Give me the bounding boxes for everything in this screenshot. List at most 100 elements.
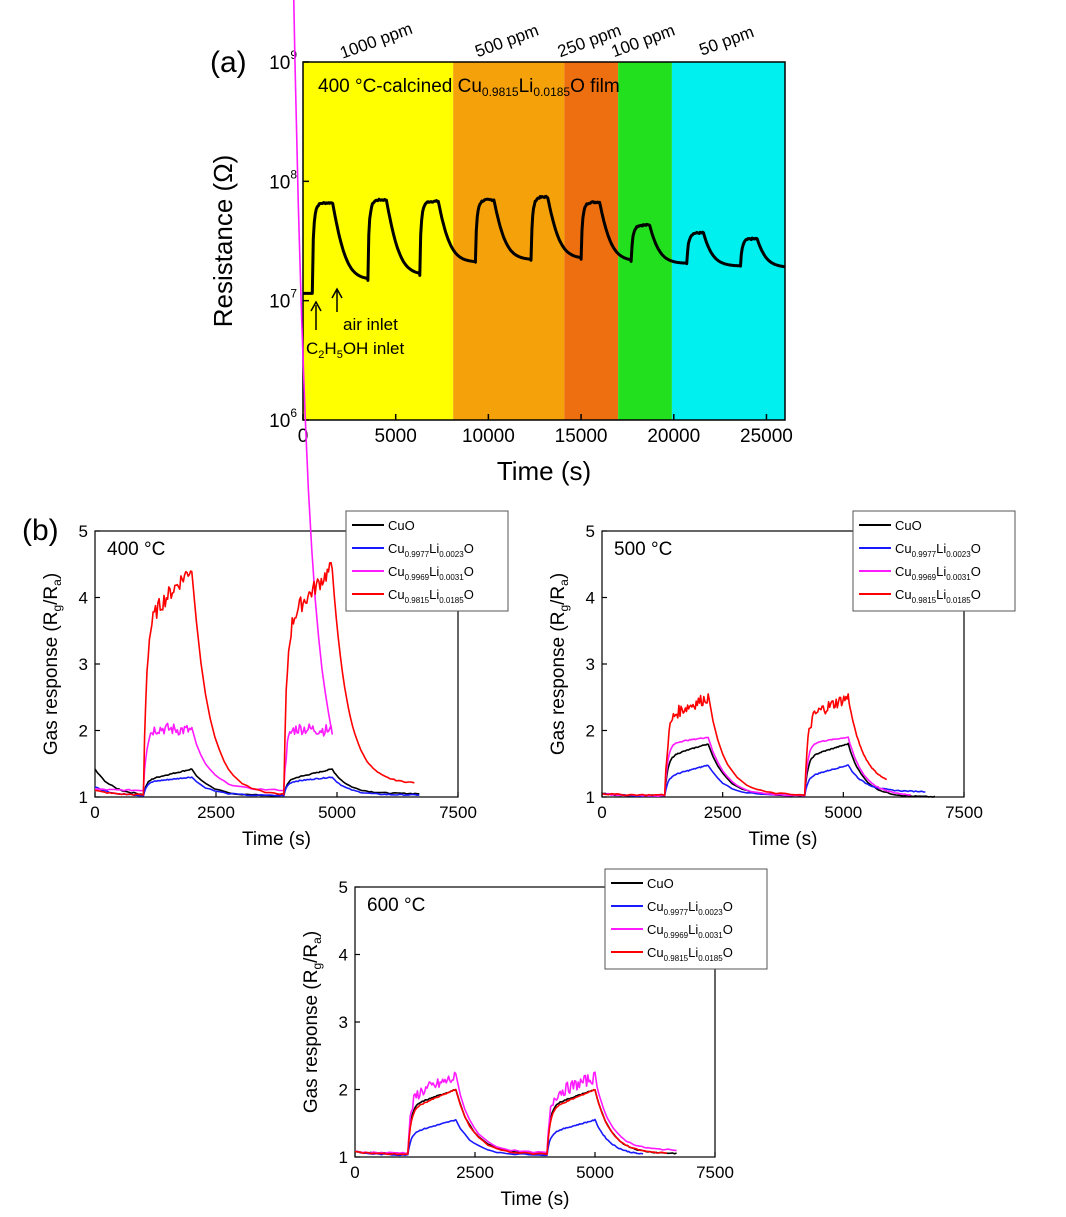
text-part: O (723, 945, 733, 960)
text-part: Cu (647, 899, 664, 914)
arrow-head (310, 300, 322, 312)
y-axis-label: Gas response (Rg/Ra) (301, 931, 324, 1113)
subscript: 0.9815 (912, 596, 937, 605)
subscript: 0.0023 (439, 550, 464, 559)
text-part: O (971, 587, 981, 602)
text-part: Li (519, 76, 534, 97)
text-part: Li (936, 587, 946, 602)
y-tick-label: 109 (269, 48, 297, 74)
subscript: g (50, 605, 64, 612)
concentration-region (303, 62, 454, 420)
text-part: H (324, 339, 336, 358)
legend-label: Cu0.9977Li0.0023O (647, 899, 733, 917)
concentration-region (618, 62, 672, 420)
y-tick-label: 4 (586, 589, 595, 608)
temperature-label: 500 °C (614, 539, 672, 560)
legend-label: Cu0.9977Li0.0023O (388, 541, 474, 559)
text-part: O (723, 922, 733, 937)
subscript: air inlet (343, 315, 398, 334)
y-tick-label: 1 (586, 788, 595, 807)
chart-b600: 0 2500 5000 7500 1 2 3 4 5 Time (s) Gas response (… (301, 868, 768, 1210)
tick-exponent: 8 (290, 167, 297, 181)
x-tick-label: 2500 (456, 1163, 494, 1182)
text-part: ) (548, 573, 569, 579)
subscript: 0.0031 (439, 573, 464, 582)
legend-label: Cu0.9815Li0.0185O (388, 587, 474, 605)
region-label: 500 ppm (473, 21, 542, 61)
subscript: 0.9977 (405, 550, 430, 559)
y-tick-label: 107 (269, 287, 297, 313)
tick-base: 10 (269, 411, 290, 432)
text-part: Cu (388, 541, 405, 556)
text-part: Li (429, 587, 439, 602)
text-part: Cu (388, 564, 405, 579)
concentration-region (671, 62, 785, 420)
x-tick-label: 7500 (945, 803, 983, 822)
y-tick-label: 2 (339, 1081, 348, 1100)
legend-label: Cu0.9815Li0.0185O (647, 945, 733, 963)
x-tick-label: 5000 (375, 426, 417, 447)
tick-exponent: 7 (290, 287, 297, 301)
y-tick-label: 3 (79, 655, 88, 674)
text-part: /R (548, 586, 569, 605)
subscript: 0.0185 (439, 596, 464, 605)
y-tick-label: 4 (339, 946, 348, 965)
text-part: Gas response (R (301, 970, 322, 1114)
region-label: 1000 ppm (337, 19, 415, 63)
text-part: Li (936, 564, 946, 579)
text-part: C (306, 339, 318, 358)
text-part: ) (301, 931, 322, 937)
subscript: 0.0023 (698, 908, 723, 917)
x-tick-label: 2500 (197, 803, 235, 822)
text-part: O (464, 587, 474, 602)
legend-label: Cu0.9815Li0.0185O (895, 587, 981, 605)
text-part: O (971, 541, 981, 556)
text-part: Gas response (R (548, 612, 569, 756)
subscript: 0.9815 (482, 85, 519, 99)
subscript: 0.9969 (405, 573, 430, 582)
x-tick-label: 0 (90, 803, 99, 822)
x-axis-label: Time (s) (749, 829, 818, 850)
subscript: 0.9977 (912, 550, 937, 559)
ethanol-inlet-label: C2H5OH inlet (306, 339, 404, 361)
y-tick-label: 4 (79, 589, 88, 608)
subscript: 0.9815 (405, 596, 430, 605)
text-part: OH inlet (343, 339, 405, 358)
plot-frame (302, 61, 786, 421)
temperature-label: 400 °C (107, 539, 165, 560)
series-line (354, 1118, 644, 1157)
text-part: Li (936, 541, 946, 556)
x-tick-label: 25000 (740, 426, 793, 447)
y-tick-label: 2 (586, 722, 595, 741)
text-part: O (464, 564, 474, 579)
tick-base: 10 (269, 172, 290, 193)
text-part: /R (301, 944, 322, 963)
subscript: 0.9969 (912, 573, 937, 582)
chart-b400: 0 2500 5000 7500 1 2 3 4 5 Time (s) Gas response (… (41, 0, 509, 850)
resistance-curve (303, 194, 786, 295)
text-part: O (723, 899, 733, 914)
y-tick-label: 5 (339, 878, 348, 897)
subscript: 0.0023 (946, 550, 971, 559)
text-part: Li (429, 541, 439, 556)
tick-base: 10 (269, 53, 290, 74)
x-axis-label: Time (s) (501, 1189, 570, 1210)
text-part: ) (41, 573, 62, 579)
text-part: Cu (895, 587, 912, 602)
subscript: 0.9815 (664, 954, 689, 963)
text-part: O (971, 564, 981, 579)
subscript: g (310, 963, 324, 970)
arrow-head (331, 287, 343, 299)
tick-exponent: 9 (290, 48, 297, 62)
x-tick-label: 5000 (576, 1163, 614, 1182)
temperature-label: 600 °C (367, 895, 425, 916)
text-part: Cu (388, 587, 405, 602)
series-line (354, 1088, 668, 1156)
legend-label: CuO (647, 876, 674, 891)
subscript: 0.0185 (533, 85, 570, 99)
x-tick-label: 2500 (704, 803, 742, 822)
panel-a-label: (a) (210, 46, 247, 79)
text-part: 400 °C-calcined Cu (318, 76, 482, 97)
text-part: O (464, 541, 474, 556)
